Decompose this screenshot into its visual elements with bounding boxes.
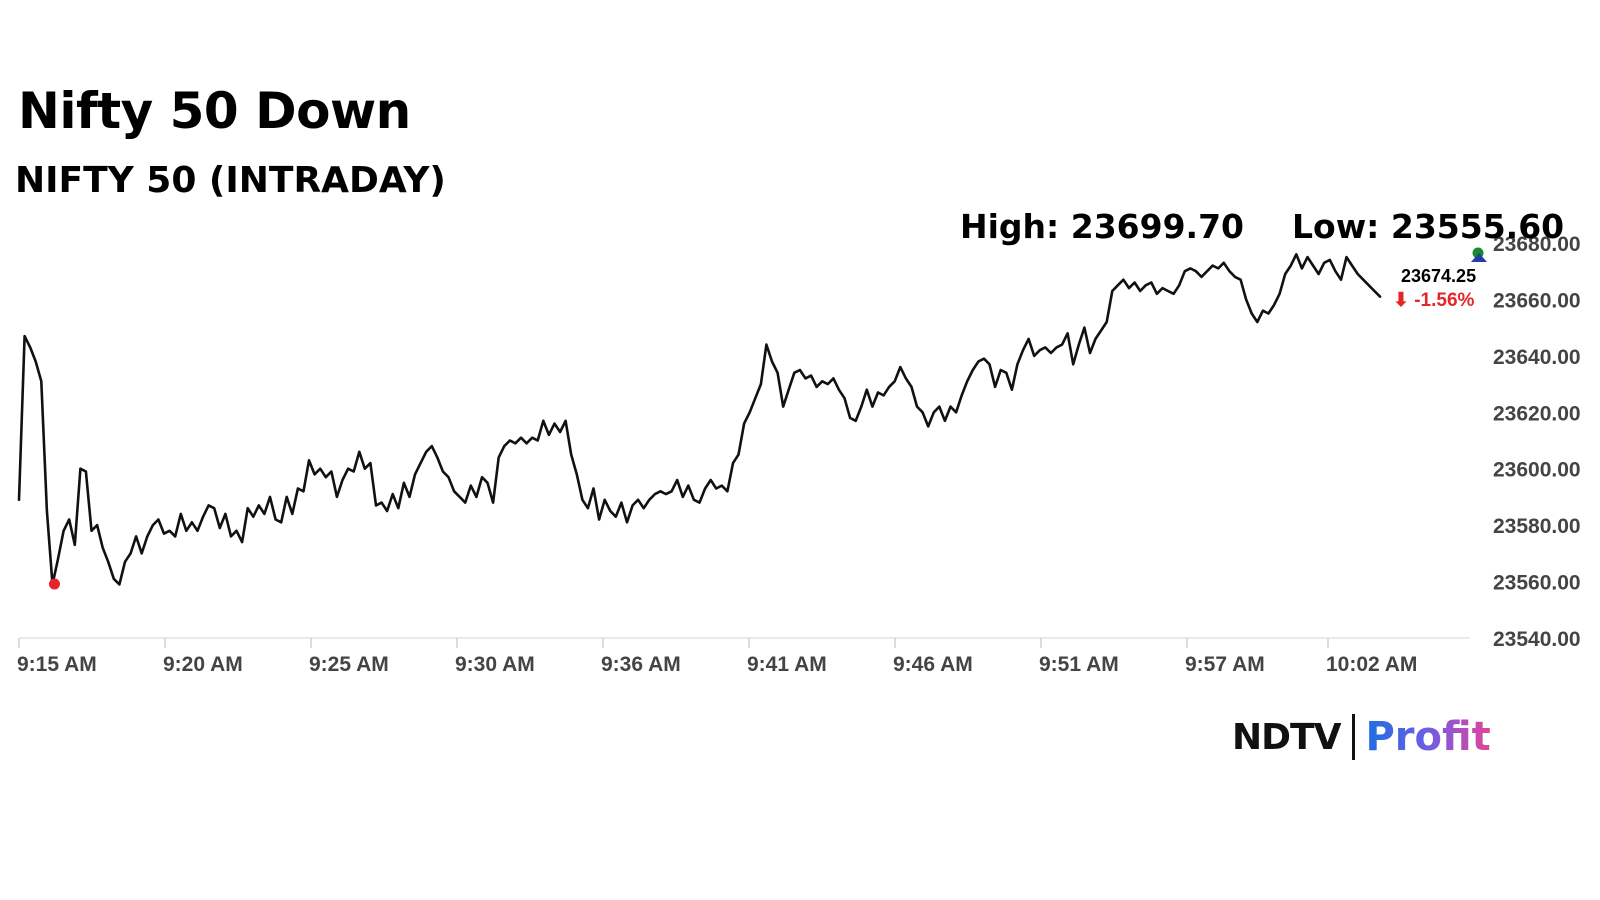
x-tick-label: 9:51 AM <box>1039 653 1119 676</box>
x-tick-label: 10:02 AM <box>1326 653 1417 676</box>
day-low-marker <box>48 578 60 590</box>
day-low-label: Low: 23555.60 <box>1292 207 1565 246</box>
last-price-label: 23674.25 ⬇ -1.56% <box>1393 266 1476 311</box>
logo-profit-text: Profit <box>1365 714 1491 760</box>
y-tick-label: 23620.00 <box>1493 402 1581 425</box>
y-tick-label: 23660.00 <box>1493 289 1581 312</box>
price-line <box>17 253 1382 586</box>
x-tick-label: 9:41 AM <box>747 653 827 676</box>
x-tick-label: 9:36 AM <box>601 653 681 676</box>
page-title: Nifty 50 Down <box>18 82 411 140</box>
x-tick-label: 9:57 AM <box>1185 653 1265 676</box>
plot-area <box>17 253 1382 586</box>
y-axis: 23540.00 23560.00 23580.00 23600.00 23620.00… <box>1493 233 1581 651</box>
logo-ndtv-text: NDTV <box>1232 716 1341 758</box>
x-tick-label: 9:15 AM <box>17 653 97 676</box>
day-high-label: High: 23699.70 <box>960 207 1244 246</box>
y-tick-label: 23640.00 <box>1493 346 1581 369</box>
x-tick-label: 9:20 AM <box>163 653 243 676</box>
x-axis: 9:15 AM 9:20 AM 9:25 AM 9:30 AM 9:36 AM 9:41 … <box>17 637 1470 676</box>
y-tick-label: 23540.00 <box>1493 628 1581 651</box>
y-tick-label: 23560.00 <box>1493 572 1581 595</box>
x-tick-label: 9:30 AM <box>455 653 535 676</box>
markers <box>48 247 1487 590</box>
logo-divider <box>1352 714 1356 760</box>
ndtv-profit-logo: NDTV Profit <box>1232 712 1491 762</box>
last-price-marker <box>1471 253 1487 262</box>
x-tick-label: 9:46 AM <box>893 653 973 676</box>
last-price-value: 23674.25 <box>1401 266 1476 286</box>
y-tick-label: 23580.00 <box>1493 515 1581 538</box>
y-tick-label: 23680.00 <box>1493 233 1581 256</box>
y-tick-label: 23600.00 <box>1493 459 1581 482</box>
chart-subtitle: NIFTY 50 (INTRADAY) <box>15 160 446 201</box>
x-tick-label: 9:25 AM <box>309 653 389 676</box>
last-change-percent: ⬇ -1.56% <box>1393 290 1475 311</box>
